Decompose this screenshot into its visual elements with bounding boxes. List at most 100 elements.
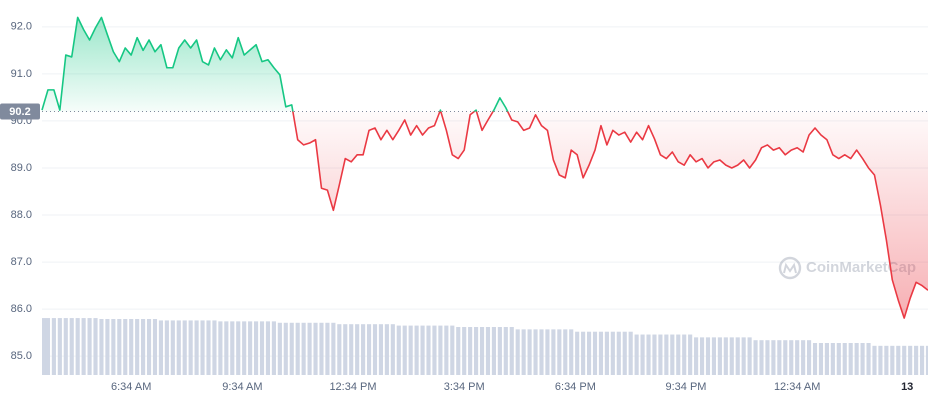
y-tick-label: 86.0 bbox=[11, 303, 32, 315]
volume-bar bbox=[908, 345, 913, 375]
volume-bar bbox=[206, 320, 211, 375]
volume-bar bbox=[337, 324, 342, 375]
volume-bar bbox=[93, 318, 98, 375]
y-tick-label: 92.0 bbox=[11, 21, 32, 33]
volume-bar bbox=[194, 320, 199, 375]
volume-bar bbox=[87, 318, 92, 375]
volume-bar bbox=[75, 318, 80, 375]
volume-bar bbox=[646, 334, 651, 375]
volume-bar bbox=[366, 324, 372, 375]
x-tick-label: 9:34 PM bbox=[666, 381, 707, 393]
volume-bar bbox=[259, 321, 265, 375]
volume-bar bbox=[170, 320, 175, 375]
x-tick-label: 6:34 AM bbox=[111, 381, 151, 393]
volume-bar bbox=[283, 322, 288, 375]
price-line bbox=[41, 16, 928, 319]
volume-bar bbox=[610, 331, 615, 375]
volume-bar bbox=[545, 329, 550, 375]
volume-bar bbox=[729, 337, 734, 375]
volume-bar bbox=[271, 321, 276, 375]
watermark: CoinMarketCap bbox=[778, 256, 916, 280]
volume-bar bbox=[812, 343, 818, 375]
volume-bar bbox=[42, 318, 47, 375]
volume-bar bbox=[515, 329, 520, 375]
volume-bar bbox=[896, 345, 901, 375]
volume-bar bbox=[509, 327, 514, 375]
volume-bar bbox=[414, 325, 419, 375]
volume-bar bbox=[634, 334, 639, 375]
volume-bar bbox=[289, 322, 294, 375]
volume-bar bbox=[818, 343, 824, 375]
volume-bar bbox=[123, 319, 128, 375]
volume-bar bbox=[426, 325, 431, 375]
volume-bar bbox=[807, 340, 812, 375]
volume-bar bbox=[925, 345, 928, 375]
volume-bar bbox=[884, 345, 889, 375]
volume-bar bbox=[694, 337, 699, 375]
volume-bar bbox=[485, 327, 491, 375]
reference-label: 90.2 bbox=[9, 106, 30, 118]
price-area bbox=[42, 17, 928, 319]
volume-bar bbox=[474, 327, 479, 375]
volume-bar bbox=[551, 329, 556, 375]
volume-bar bbox=[331, 322, 336, 375]
volume-bar bbox=[372, 324, 378, 375]
volume-bar bbox=[444, 325, 449, 375]
volume-bar bbox=[51, 318, 56, 375]
volume-bar bbox=[384, 324, 389, 375]
volume-bar bbox=[652, 334, 657, 375]
volume-bar bbox=[212, 320, 217, 375]
volume-bar bbox=[164, 320, 169, 375]
volume-bar bbox=[111, 319, 116, 375]
volume-bar bbox=[491, 327, 496, 375]
volume-bar bbox=[236, 321, 241, 375]
volume-bar bbox=[218, 321, 223, 375]
volume-bar bbox=[878, 345, 883, 375]
volume-bar bbox=[604, 331, 609, 375]
volume-bar bbox=[503, 327, 508, 375]
volume-bar bbox=[842, 343, 847, 375]
volume-bar bbox=[117, 319, 122, 375]
volume-bar bbox=[242, 321, 247, 375]
volume-bar bbox=[890, 345, 895, 375]
volume-bar bbox=[343, 324, 348, 375]
volume-bar bbox=[188, 320, 193, 375]
volume-bar bbox=[349, 324, 354, 375]
volume-bar bbox=[277, 322, 282, 375]
volume-bar bbox=[390, 324, 395, 375]
x-tick-label: 9:34 AM bbox=[222, 381, 262, 393]
volume-bar bbox=[200, 320, 205, 375]
volume-bar bbox=[860, 343, 865, 375]
volume-bar bbox=[146, 319, 152, 375]
volume-bar bbox=[717, 337, 722, 375]
volume-bar bbox=[575, 331, 580, 375]
watermark-logo-mark bbox=[783, 262, 797, 274]
volume-bar bbox=[789, 340, 794, 375]
reference-label-box bbox=[0, 103, 40, 120]
volume-bar bbox=[783, 340, 788, 375]
volume-bar bbox=[456, 327, 461, 375]
volume-bar bbox=[420, 325, 425, 375]
volume-bar bbox=[230, 321, 235, 375]
volume-bar bbox=[801, 340, 806, 375]
volume-bar bbox=[598, 331, 604, 375]
volume-bar bbox=[676, 334, 681, 375]
volume-bar bbox=[497, 327, 502, 375]
volume-bar bbox=[355, 324, 360, 375]
volume-bar bbox=[836, 343, 841, 375]
volume-bar bbox=[616, 331, 621, 375]
volume-bar bbox=[253, 321, 259, 375]
volume-bar bbox=[592, 331, 598, 375]
volume-bar bbox=[135, 319, 140, 375]
volume-bar bbox=[402, 325, 407, 375]
volume-bar bbox=[450, 325, 455, 375]
volume-bar bbox=[158, 320, 163, 375]
volume-bar bbox=[152, 319, 158, 375]
volume-bar bbox=[699, 337, 705, 375]
volume-bar bbox=[313, 322, 318, 375]
volume-bar bbox=[408, 325, 413, 375]
volume-bar bbox=[759, 340, 764, 375]
